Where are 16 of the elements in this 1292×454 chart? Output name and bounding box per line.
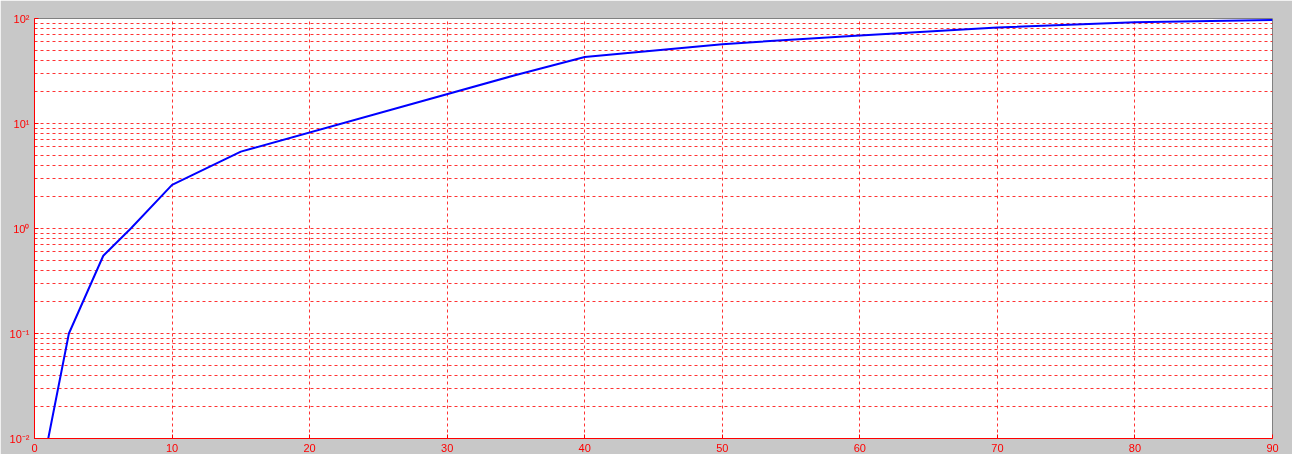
y-tick-label: 10⁰ xyxy=(13,222,30,235)
x-tick-label: 40 xyxy=(578,441,591,454)
x-tick-label: 20 xyxy=(303,441,316,454)
y-tick-label: 10² xyxy=(13,12,30,25)
x-tick-label: 30 xyxy=(441,441,454,454)
x-tick-label: 50 xyxy=(716,441,729,454)
x-tick-label: 90 xyxy=(1266,441,1279,454)
x-tick-label: 80 xyxy=(1128,441,1142,454)
y-tick-label: 10⁻¹ xyxy=(9,327,30,340)
x-tick-label: 70 xyxy=(991,441,1004,454)
y-tick-label: 10¹ xyxy=(13,117,30,130)
line-series xyxy=(47,18,1273,439)
x-tick-label: 60 xyxy=(853,441,866,454)
x-tick-label: 10 xyxy=(165,441,179,454)
y-tick-label: 10⁻² xyxy=(9,432,30,445)
x-tick-label: 0 xyxy=(31,441,38,454)
